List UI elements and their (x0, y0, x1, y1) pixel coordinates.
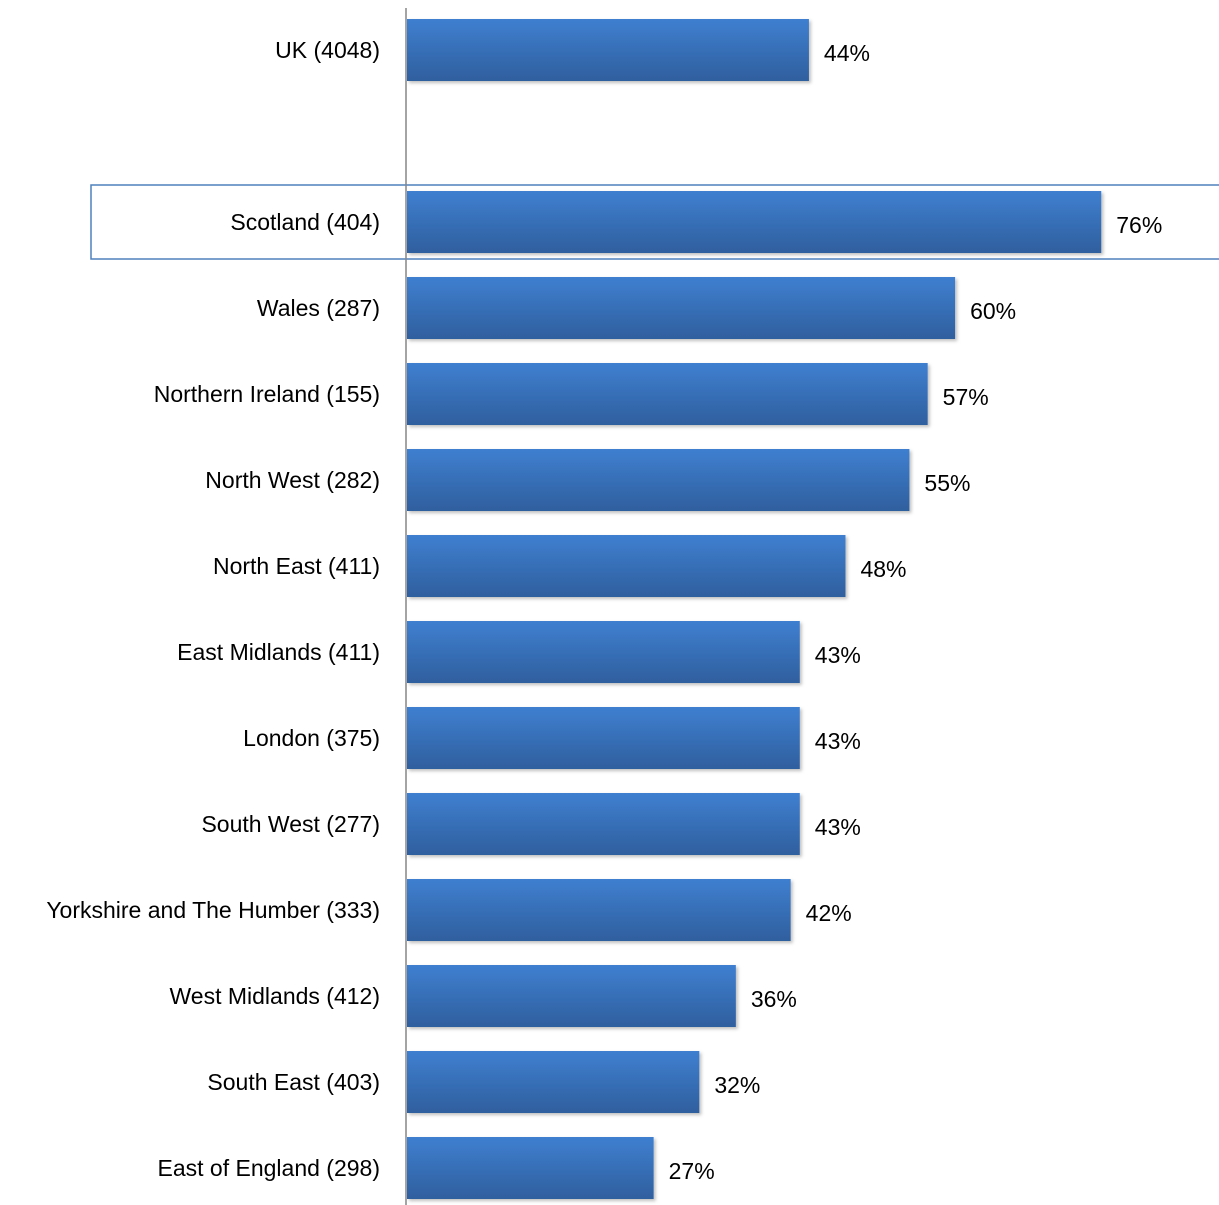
category-label: Scotland (404) (230, 209, 380, 235)
category-label: East Midlands (411) (177, 639, 380, 665)
category-label: East of England (298) (158, 1155, 380, 1181)
bar (407, 965, 736, 1027)
data-label: 32% (714, 1072, 760, 1098)
category-label: Northern Ireland (155) (154, 381, 380, 407)
data-label: 42% (806, 900, 852, 926)
bar (407, 535, 846, 597)
bar (407, 879, 791, 941)
bar (407, 1137, 654, 1199)
category-label: West Midlands (412) (170, 983, 381, 1009)
category-label: London (375) (243, 725, 380, 751)
data-label: 55% (924, 470, 970, 496)
bar (407, 621, 800, 683)
category-label: South West (277) (201, 811, 380, 837)
data-label: 44% (824, 40, 870, 66)
category-label: Wales (287) (257, 295, 380, 321)
data-label: 43% (815, 728, 861, 754)
bar (407, 793, 800, 855)
data-label: 57% (943, 384, 989, 410)
bar (407, 1051, 700, 1113)
bar (407, 707, 800, 769)
category-label: North West (282) (205, 467, 380, 493)
bar (407, 363, 928, 425)
data-label: 36% (751, 986, 797, 1012)
bar (407, 191, 1102, 253)
data-label: 48% (860, 556, 906, 582)
category-label: North East (411) (213, 553, 380, 579)
data-label: 27% (669, 1158, 715, 1184)
data-label: 43% (815, 814, 861, 840)
highlight-box (90, 184, 1219, 260)
category-label: UK (4048) (275, 37, 380, 63)
data-label: 76% (1116, 212, 1162, 238)
bar (407, 277, 956, 339)
category-label: South East (403) (207, 1069, 380, 1095)
category-label: Yorkshire and The Humber (333) (46, 897, 380, 923)
bar (407, 19, 809, 81)
data-label: 60% (970, 298, 1016, 324)
data-label: 43% (815, 642, 861, 668)
bar (407, 449, 910, 511)
